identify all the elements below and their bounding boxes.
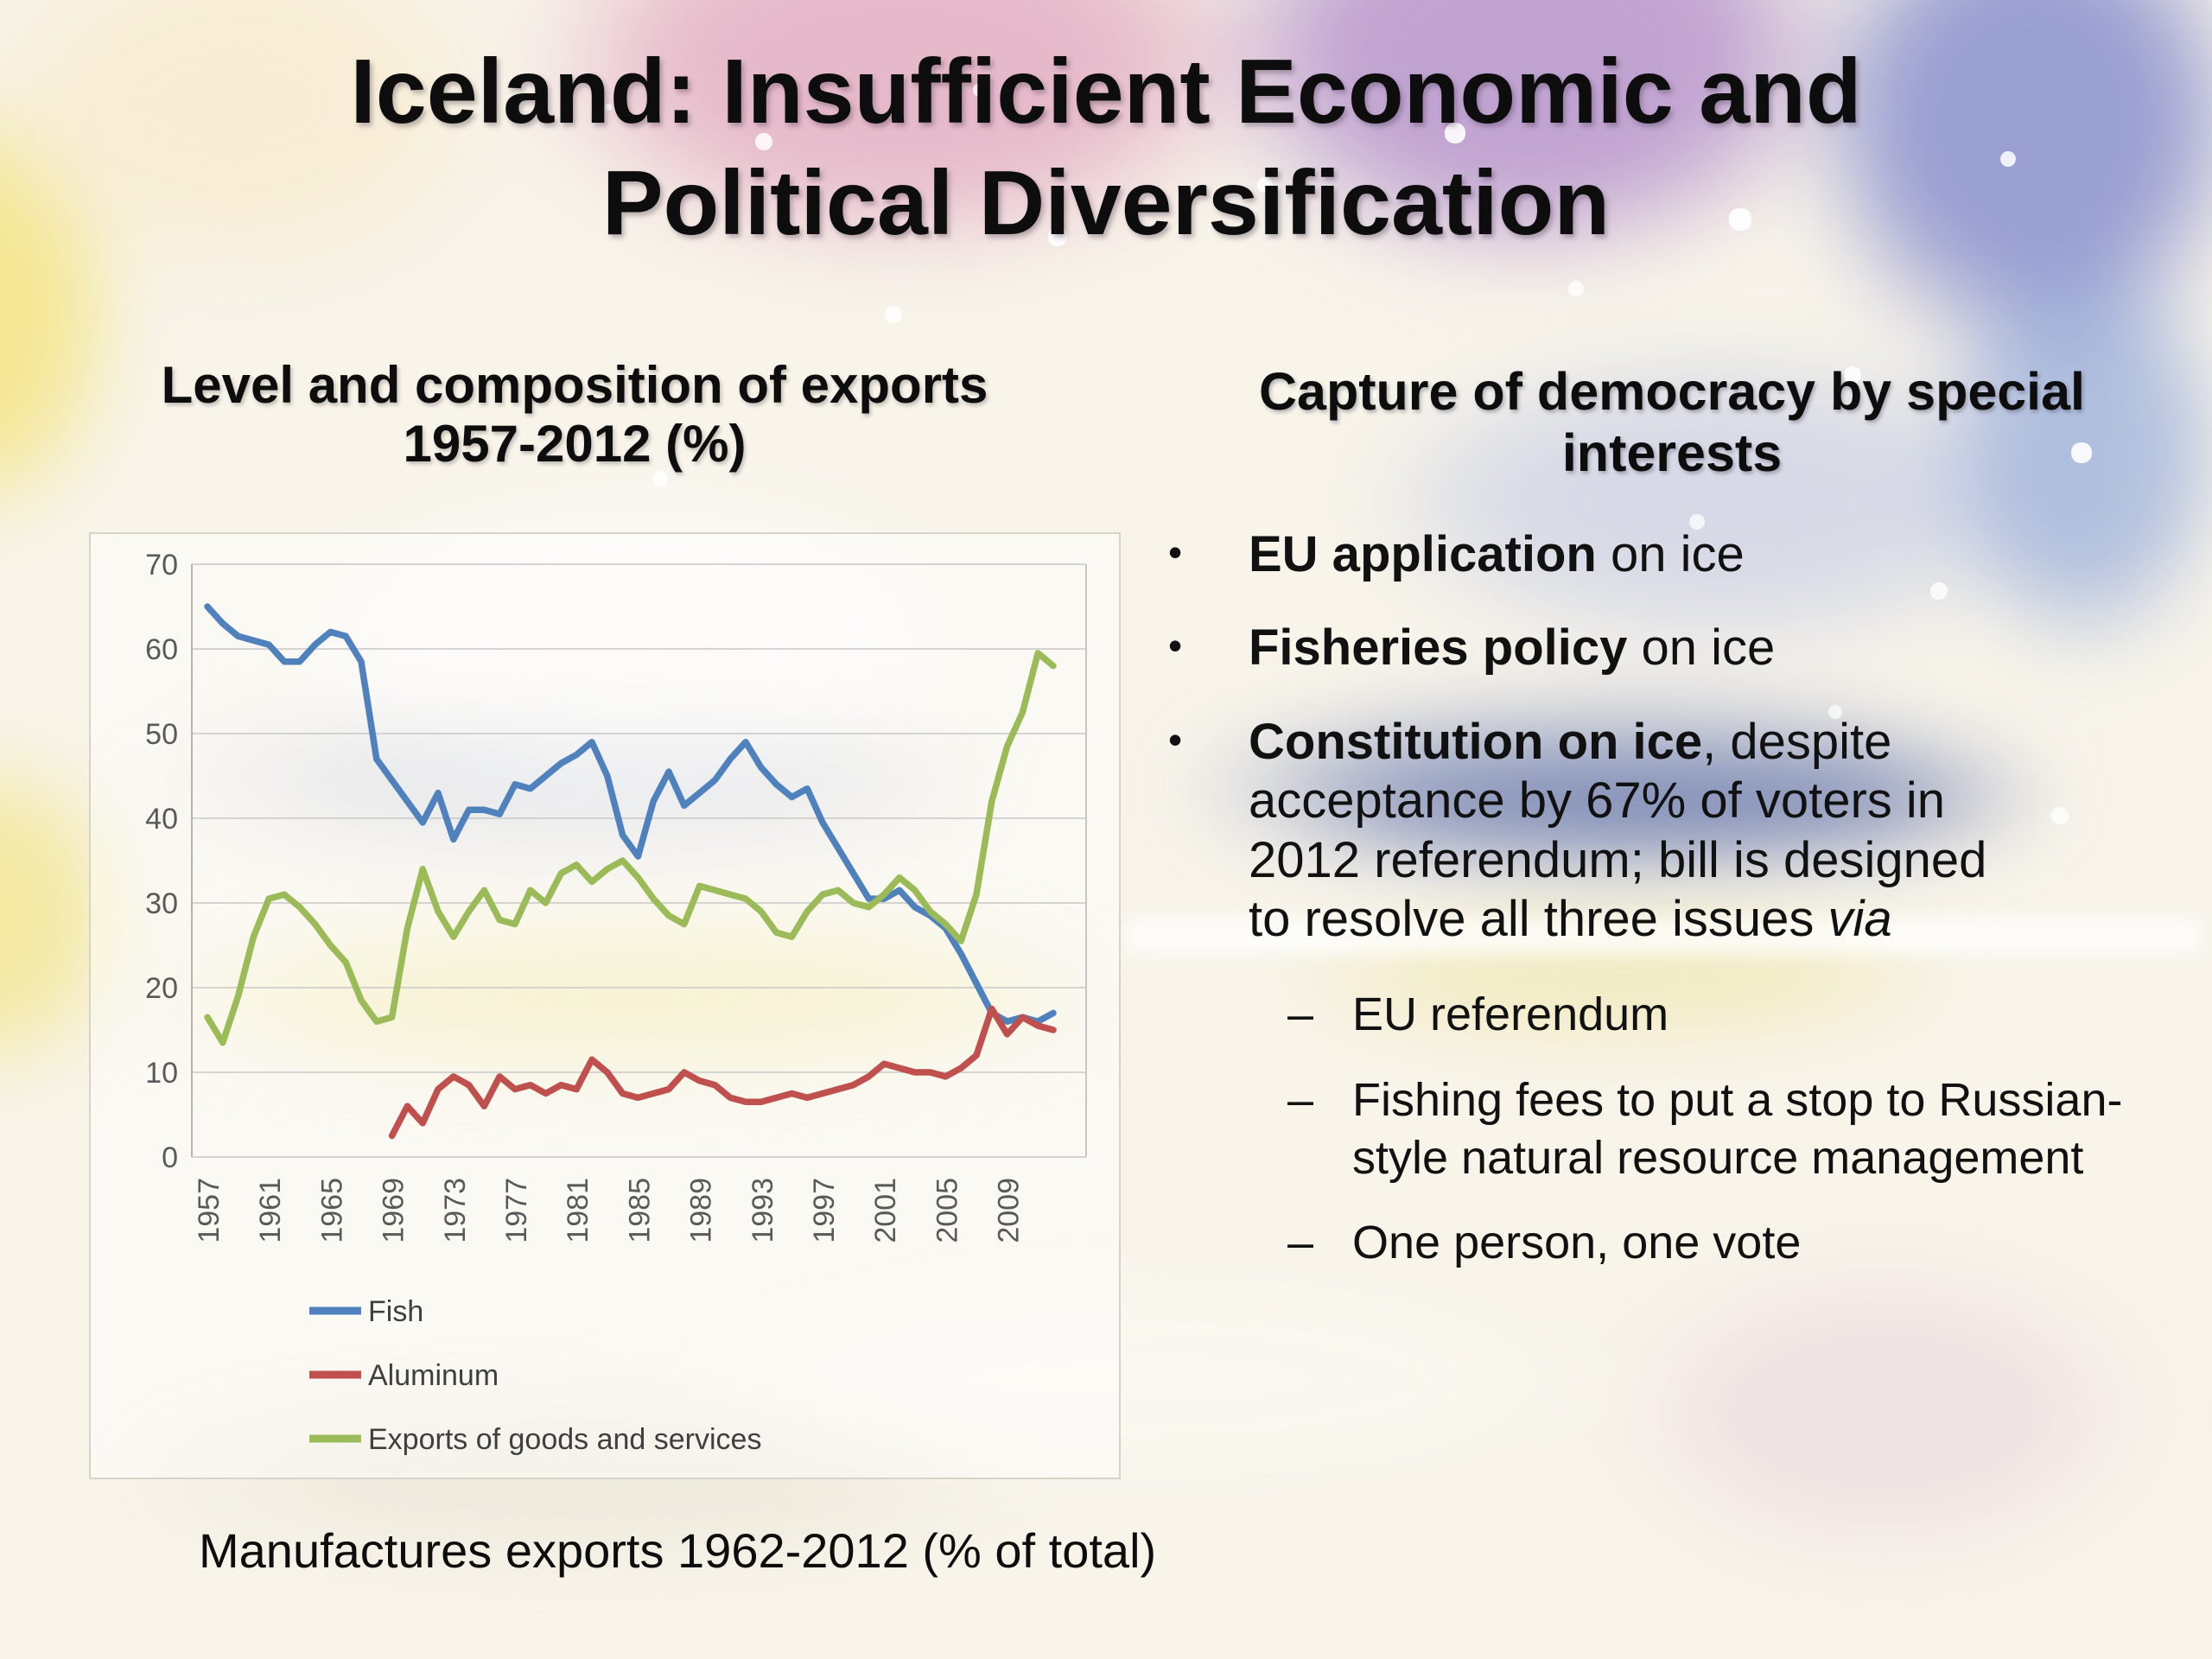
sub-bullet-text: Fishing fees to put a stop to Russian-st… [1352, 1073, 2123, 1184]
sub-bullet-fishing-fees: – Fishing fees to put a stop to Russian-s… [1149, 1071, 2182, 1187]
x-axis-label: 2005 [931, 1178, 963, 1243]
sub-bullet-text: One person, one vote [1352, 1217, 1802, 1269]
sub-bullet-one-person: – One person, one vote [1149, 1214, 2182, 1272]
bullet-marker: • [1168, 623, 1183, 669]
watercolor-blob [138, 415, 1132, 864]
legend-label: Fish [368, 1295, 423, 1328]
bullet-regular-text: on ice [1627, 620, 1776, 677]
x-axis-label: 1997 [808, 1178, 841, 1243]
chart-heading-line-1: Level and composition of exports [161, 356, 988, 414]
watercolor-blob [0, 899, 1279, 1097]
watercolor-blob [1141, 752, 2177, 864]
x-axis-label: 1973 [439, 1178, 472, 1243]
right-heading-line-2: interests [1561, 423, 1783, 482]
y-axis-label: 10 [145, 1057, 178, 1090]
bullet-regular-text: , despite acceptance by 67% of voters in… [1249, 713, 1987, 948]
bullet-regular-text: on ice [1596, 526, 1745, 582]
sub-bullet-list: – EU referendum – Fishing fees to put a st… [1149, 986, 2143, 1273]
white-paint-speckles [605, 104, 612, 111]
x-axis-label: 1985 [623, 1178, 656, 1243]
slide-title-line-1: Iceland: Insufficient Economic and [350, 41, 1862, 143]
bullet-fisheries-policy: • Fisheries policy on ice [1149, 619, 2026, 677]
dash-marker: – [1287, 1217, 1314, 1269]
bullet-bold-text: Constitution on ice [1249, 713, 1703, 770]
chart-heading-line-2: 1957-2012 (%) [403, 415, 747, 474]
x-axis-label: 1961 [254, 1178, 287, 1243]
y-axis-label: 0 [162, 1141, 178, 1174]
white-foam-streak [1123, 918, 2203, 954]
x-axis-label: 1989 [685, 1178, 718, 1243]
legend-label: Exports of goods and services [368, 1423, 761, 1456]
series-line-exports-of-goods-and-services [204, 650, 1057, 1046]
slide-title: Iceland: Insufficient Economic and Polit… [0, 36, 2212, 260]
watercolor-blob [1884, 173, 2212, 726]
x-axis-label: 1965 [315, 1178, 348, 1243]
chart-frame [89, 532, 1121, 1479]
dash-marker: – [1287, 988, 1314, 1040]
x-axis-label: 2001 [869, 1178, 902, 1243]
bullet-list: • EU application on ice • Fisheries policy… [1149, 525, 2143, 1300]
bullet-italic-text: via [1827, 891, 1892, 948]
sub-bullet-eu-referendum: – EU referendum [1149, 986, 2182, 1044]
bullet-marker: • [1168, 716, 1183, 762]
y-axis-label: 70 [145, 549, 178, 582]
exports-line-chart: 0 10 20 30 40 50 60 70 1957 1961 1965 1969 1973 1977 1… [89, 532, 1121, 1479]
y-axis-label: 30 [145, 887, 178, 920]
bullet-bold-text: Fisheries policy [1249, 620, 1628, 677]
x-axis-label: 1981 [562, 1178, 594, 1243]
x-axis-label: 1957 [193, 1178, 226, 1243]
bullet-bold-text: EU application [1249, 526, 1597, 582]
sub-bullet-text: EU referendum [1352, 988, 1669, 1040]
y-axis-label: 60 [145, 633, 178, 666]
right-heading-line-1: Capture of democracy by special [1258, 362, 2085, 421]
legend-label: Aluminum [368, 1359, 499, 1392]
x-axis-label: 1977 [500, 1178, 533, 1243]
series-line-aluminum [388, 1005, 1057, 1140]
chart-caption: Manufactures exports 1962-2012 (% of tot… [199, 1523, 1157, 1578]
right-heading: Capture of democracy by special interest… [1132, 361, 2212, 484]
x-axis-label: 1969 [378, 1178, 410, 1243]
watercolor-blob [1244, 294, 2195, 709]
slide-title-line-2: Political Diversification [601, 152, 1611, 255]
y-axis-label: 40 [145, 803, 178, 836]
series-line-fish [204, 603, 1057, 1025]
x-axis-label: 2009 [993, 1178, 1026, 1243]
y-axis-label: 20 [145, 972, 178, 1005]
bullet-constitution: • Constitution on ice, despite acceptance… [1149, 713, 2026, 950]
y-axis-label: 50 [145, 718, 178, 751]
bullet-marker: • [1168, 530, 1183, 575]
chart-heading: Level and composition of exports 1957-20… [26, 356, 1123, 474]
x-axis-label: 1993 [747, 1178, 779, 1243]
dash-marker: – [1287, 1073, 1314, 1126]
bullet-eu-application: • EU application on ice [1149, 525, 2026, 584]
